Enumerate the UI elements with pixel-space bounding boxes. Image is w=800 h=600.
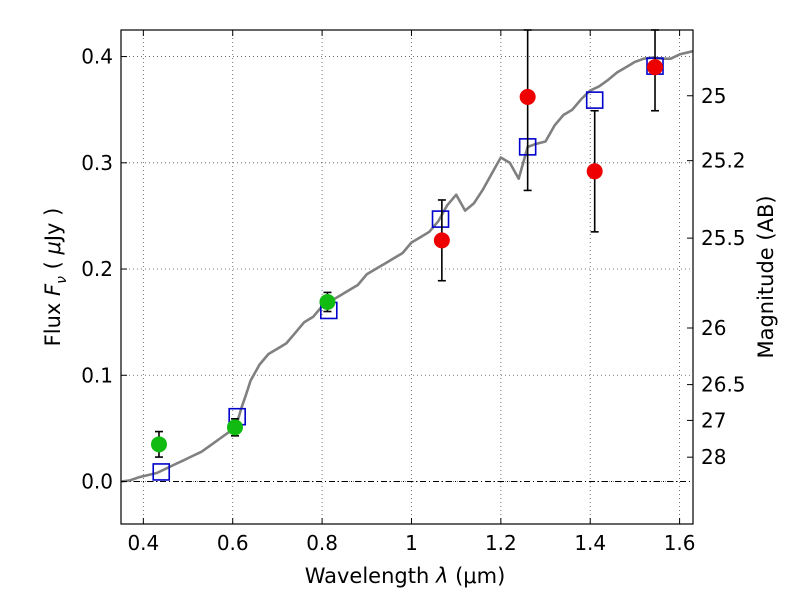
y-tick-label: 0.4 bbox=[81, 45, 113, 69]
y-tick-label: 0.3 bbox=[81, 151, 113, 175]
y-tick-label: 0.0 bbox=[81, 470, 113, 494]
photometry-point bbox=[519, 88, 536, 105]
magnitude-tick-label: 25.2 bbox=[701, 149, 746, 173]
model-photometry-marker bbox=[585, 91, 604, 109]
right-axis-title: Magnitude (AB) bbox=[754, 195, 778, 358]
y-tick-label: 0.1 bbox=[81, 363, 113, 387]
plot-background bbox=[121, 30, 693, 524]
model-spectrum-line bbox=[120, 49, 694, 483]
x-tick-label: 1.4 bbox=[574, 531, 606, 555]
photometry-point bbox=[150, 436, 167, 453]
magnitude-tick-label: 27 bbox=[701, 408, 726, 432]
magnitude-tick-label: 26.5 bbox=[701, 373, 746, 397]
magnitude-tick-label: 25.5 bbox=[701, 226, 746, 250]
model-photometry-marker bbox=[431, 210, 450, 228]
x-tick-label: 1.6 bbox=[664, 531, 696, 555]
x-tick-label: 0.6 bbox=[217, 531, 249, 555]
x-tick-label: 0.8 bbox=[306, 531, 338, 555]
photometry-point bbox=[586, 163, 603, 180]
series-layer bbox=[120, 29, 694, 483]
magnitude-tick-label: 28 bbox=[701, 445, 726, 469]
magnitude-tick-label: 25 bbox=[701, 84, 726, 108]
y-tick-label: 0.2 bbox=[81, 257, 113, 281]
photometry-point bbox=[647, 59, 664, 76]
axis-layer: 0.4 0.6 0.8 1 1.2 1.4 1.6 0.0 0.1 0.2 0.3 0.4 25 25.2… bbox=[81, 30, 746, 555]
x-tick-label: 0.4 bbox=[127, 531, 159, 555]
y-axis-title: Flux Fν ( μJy ) bbox=[41, 208, 70, 347]
x-tick-label: 1.2 bbox=[485, 531, 517, 555]
model-photometry-marker bbox=[152, 463, 171, 481]
plot-frame bbox=[120, 29, 694, 525]
grid bbox=[121, 30, 693, 524]
photometry-point bbox=[433, 232, 450, 249]
magnitude-tick-label: 26 bbox=[701, 316, 726, 340]
photometry-point bbox=[226, 419, 243, 436]
x-tick-label: 1 bbox=[405, 531, 418, 555]
x-axis-title: Wavelength λ (μm) bbox=[305, 564, 506, 588]
photometry-point bbox=[319, 293, 336, 310]
